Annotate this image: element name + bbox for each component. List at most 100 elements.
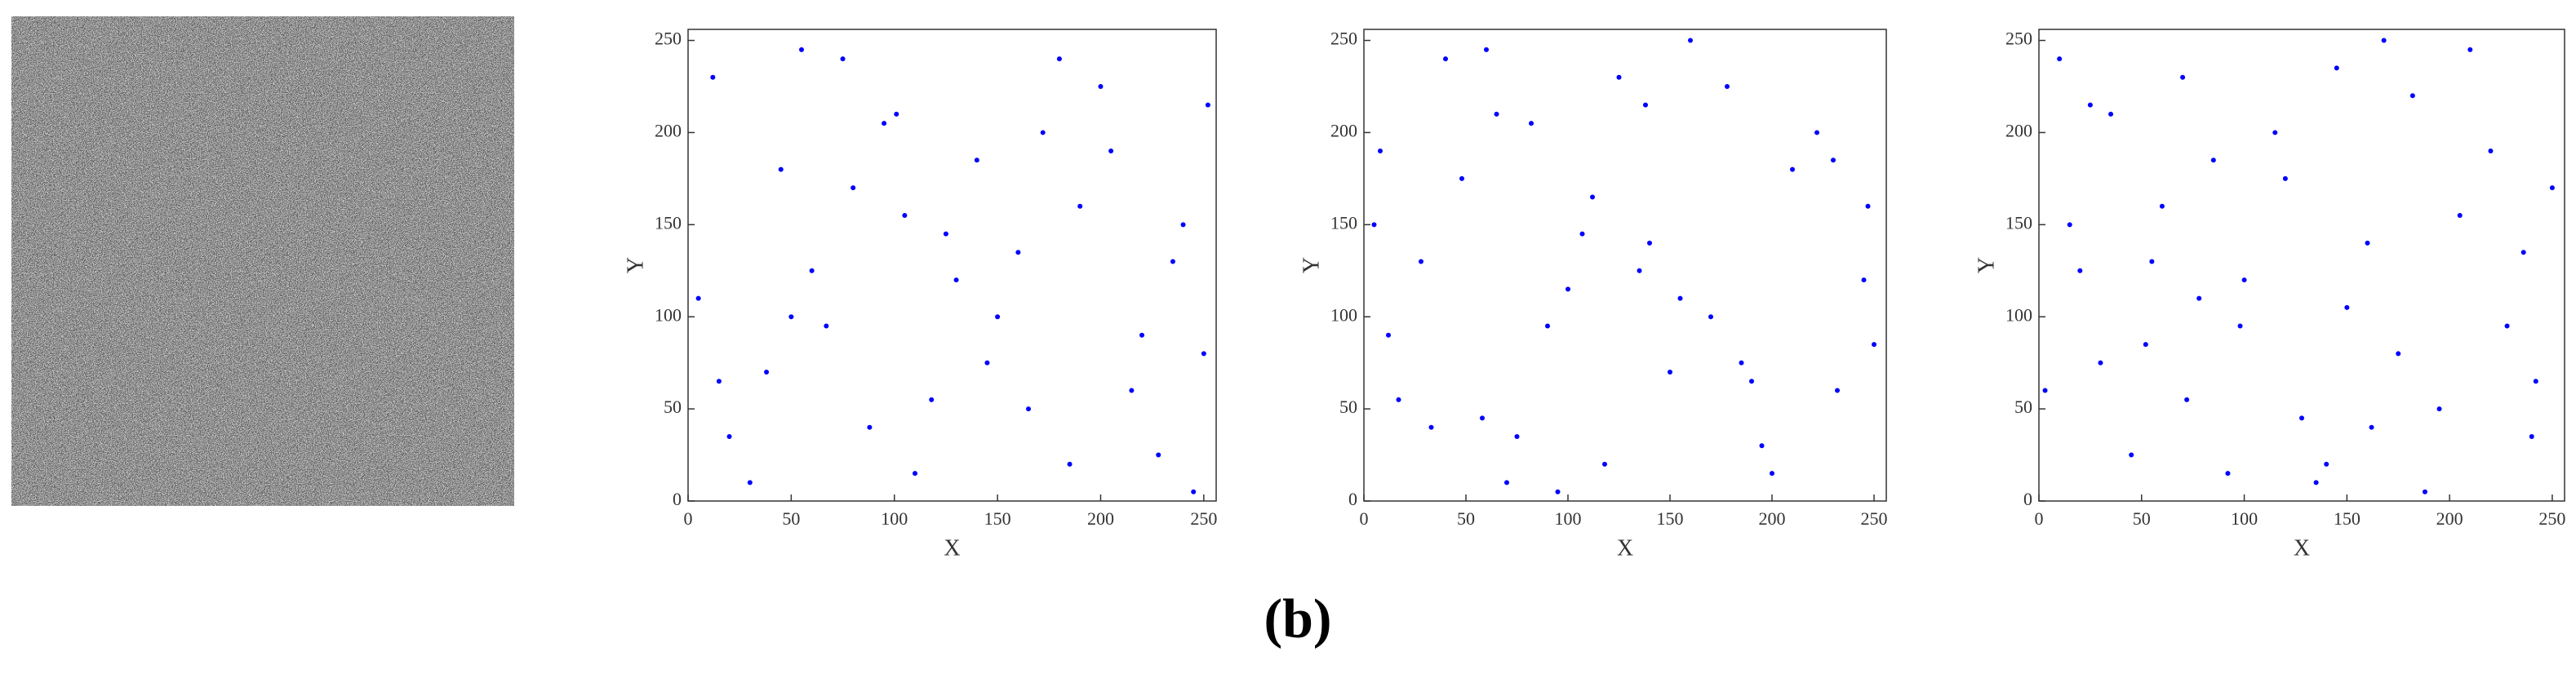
point [1872,342,1876,348]
point [1602,461,1607,467]
point [1386,332,1391,338]
point [1759,443,1765,449]
point [1170,259,1175,264]
point [2098,360,2103,366]
point [2436,406,2442,412]
point [1677,295,1683,301]
point [1371,222,1377,228]
point [913,471,918,477]
point [1504,480,1509,486]
point [2324,461,2330,467]
y-tick-label: 100 [655,304,682,325]
x-tick-label: 50 [1457,508,1475,529]
plot-frame [2038,29,2565,502]
point [1040,130,1046,135]
scatter-chart: 0 50 100 150 200 250 0 50 100 150 200 250 X Y [1974,29,2565,561]
noise-image [11,16,514,506]
point [2381,38,2387,43]
point [1443,56,1448,62]
point [1566,286,1570,292]
x-tick-label: 200 [2436,508,2463,529]
point [2282,175,2288,181]
point [840,56,846,62]
point [1191,489,1197,494]
point [2057,56,2063,62]
point [2344,304,2350,310]
point [809,268,815,273]
point [2184,397,2190,402]
point [2299,415,2304,421]
figure-label: (b) [1264,588,1331,650]
point [1201,351,1206,357]
point [2129,452,2134,458]
point [2467,47,2473,52]
point [851,185,856,191]
point [1725,83,1730,89]
point [1831,157,1836,163]
y-tick-label: 0 [673,489,682,509]
point [2210,157,2216,163]
point [1514,433,1520,439]
point [2272,130,2278,135]
point [716,379,722,384]
point [2409,93,2415,99]
point [2143,342,2148,348]
point [894,111,899,117]
y-tick-label: 150 [2005,212,2032,233]
x-tick-label: 250 [1861,508,1888,529]
x-axis-label: X [944,535,960,561]
point [1419,259,1423,264]
point [1026,406,1032,412]
point [2334,65,2339,71]
point [1688,38,1693,43]
x-axis-label: X [1617,535,1633,561]
point [2196,295,2202,301]
point [2241,277,2247,283]
x-tick-label: 200 [1087,508,1114,529]
x-axis-label: X [2294,535,2310,561]
y-tick-label: 50 [664,397,682,417]
point [1108,149,1114,154]
point [953,277,959,283]
point [1865,203,1871,209]
point [995,314,1001,320]
point [943,231,948,237]
point [1590,194,1595,200]
y-tick-label: 200 [2005,120,2032,140]
point [984,360,990,366]
point [1378,149,1383,154]
x-tick-label: 50 [2133,508,2151,529]
point [2042,388,2048,393]
point [2369,424,2374,430]
point [1739,360,1744,366]
point [2108,111,2114,117]
point [726,433,732,439]
y-axis-label: Y [1299,257,1324,273]
point [824,323,829,329]
point [2077,268,2083,273]
x-tick-label: 0 [2035,508,2044,529]
x-tick-label: 0 [1360,508,1369,529]
point [1668,369,1672,375]
point [1749,379,1754,384]
point [2087,102,2093,108]
point [2159,203,2165,209]
point [1129,388,1135,393]
x-tick-label: 100 [1555,508,1582,529]
point [2488,149,2494,154]
y-tick-label: 200 [1330,120,1357,140]
y-tick-label: 100 [1330,304,1357,325]
point [1643,102,1648,108]
x-tick-label: 200 [1759,508,1786,529]
point [747,480,753,486]
point [1616,74,1622,80]
x-tick-label: 100 [2231,508,2258,529]
point [1484,47,1489,52]
point [2533,379,2538,384]
point [1555,489,1561,494]
x-tick-label: 250 [2538,508,2565,529]
y-tick-label: 0 [1348,489,1357,509]
point [2149,259,2155,264]
point [2457,213,2463,219]
point [1529,121,1534,126]
